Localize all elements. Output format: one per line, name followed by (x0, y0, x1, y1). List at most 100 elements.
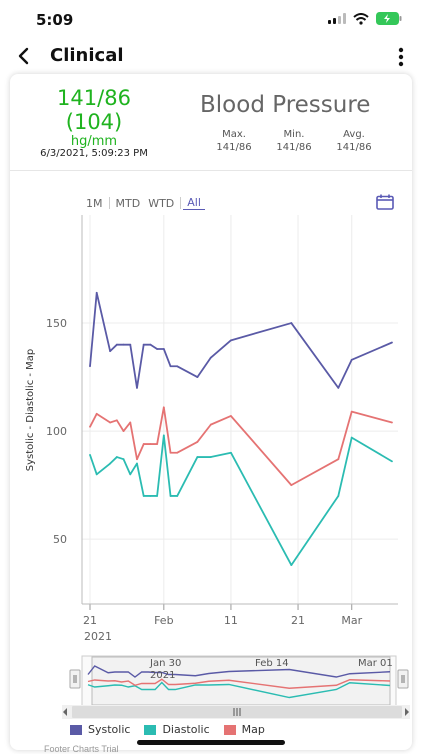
data-point-map (176, 451, 179, 454)
data-point-systolic (109, 350, 112, 353)
data-point-systolic (169, 365, 172, 368)
data-point-systolic (176, 365, 179, 368)
data-point-map (115, 419, 118, 422)
legend-item-systolic[interactable]: Systolic (70, 723, 130, 736)
navigator-date-label: Jan 30 (149, 658, 181, 669)
data-point-systolic (391, 341, 393, 344)
status-bar: 5:09 (0, 0, 422, 40)
navigator-line-diastolic (87, 681, 391, 699)
range-tab-wtd[interactable]: WTD (148, 196, 175, 210)
data-point-map (109, 421, 112, 424)
data-point-systolic (95, 291, 98, 294)
legend-label: Diastolic (162, 723, 210, 736)
stat-max: Max. 141/86 (204, 128, 264, 154)
data-point-map (136, 458, 138, 461)
data-point-diastolic (129, 473, 132, 476)
stat-label: Avg. (343, 129, 365, 140)
data-point-diastolic (156, 495, 159, 497)
home-indicator (137, 740, 285, 745)
data-point-diastolic (149, 495, 152, 497)
data-point-systolic (122, 343, 125, 346)
range-tab-1m[interactable]: 1M (86, 196, 103, 210)
navigator-line-systolic (87, 665, 391, 678)
data-point-systolic (196, 376, 199, 378)
range-separator (108, 197, 110, 209)
data-point-diastolic (196, 456, 199, 458)
data-point-systolic (115, 343, 118, 346)
more-vertical-icon[interactable] (396, 44, 406, 70)
data-point-map (95, 412, 98, 415)
navigator-line-map (87, 678, 391, 689)
back-arrow-icon[interactable] (12, 42, 36, 70)
data-point-systolic (230, 339, 232, 342)
range-tab-mtd[interactable]: MTD (115, 196, 141, 210)
data-point-systolic (142, 343, 145, 346)
data-point-systolic (337, 386, 340, 389)
blood-pressure-card: 141/86 (104) hg/mm 6/3/2021, 5:09:23 PM … (10, 74, 412, 750)
y-axis-title: Systolic - Diastolic - Map (25, 349, 36, 472)
data-point-systolic (89, 365, 91, 368)
battery-charging-icon (376, 12, 402, 25)
legend-item-diastolic[interactable]: Diastolic (144, 723, 210, 736)
data-point-diastolic (136, 462, 138, 465)
range-separator (180, 197, 182, 209)
scroll-right-arrow-icon[interactable] (405, 708, 409, 716)
data-point-diastolic (162, 434, 165, 437)
scroll-left-arrow-icon[interactable] (63, 708, 67, 716)
legend-item-map[interactable]: Map (223, 723, 265, 736)
legend-swatch (223, 724, 236, 735)
reading-unit: hg/mm (70, 134, 118, 149)
navigator-left-handle[interactable] (69, 669, 81, 689)
data-point-diastolic (350, 436, 353, 439)
data-point-systolic (350, 358, 353, 361)
legend-swatch (70, 724, 82, 735)
data-point-diastolic (115, 456, 118, 458)
x-year-label: 2021 (84, 630, 112, 643)
data-point-diastolic (290, 564, 293, 566)
wifi-icon (353, 12, 369, 25)
data-point-diastolic (95, 473, 98, 476)
navigation-bar: Clinical (0, 40, 422, 74)
data-point-diastolic (109, 462, 112, 465)
reading-value: 141/86 (57, 86, 131, 110)
status-time: 5:09 (36, 11, 74, 29)
stat-min: Min. 141/86 (264, 128, 324, 154)
y-tick-label: 150 (46, 317, 67, 330)
x-tick-label: Mar (341, 614, 362, 627)
data-point-map (209, 423, 212, 426)
data-point-map (230, 415, 232, 417)
data-point-systolic (162, 348, 165, 350)
data-point-map (89, 425, 91, 428)
stat-avg: Avg. 141/86 (324, 128, 384, 154)
data-point-systolic (136, 386, 138, 389)
y-tick-label: 50 (53, 533, 67, 546)
data-point-map (391, 421, 393, 424)
stat-label: Max. (222, 129, 246, 140)
data-point-map (156, 443, 159, 445)
stats-row: Max. 141/86 Min. 141/86 Avg. 141/86 (204, 128, 384, 154)
data-point-systolic (156, 348, 159, 350)
series-line-systolic (89, 291, 393, 389)
footer-text: Footer Charts Trial (44, 744, 119, 754)
data-point-map (337, 458, 340, 461)
data-point-diastolic (176, 495, 179, 497)
data-point-map (290, 484, 293, 487)
data-point-diastolic (142, 495, 145, 497)
data-point-diastolic (230, 451, 232, 454)
navigator-year-label: 2021 (150, 670, 175, 681)
data-point-systolic (149, 343, 152, 346)
y-tick-label: 100 (46, 425, 67, 438)
status-icons (328, 12, 402, 25)
reading-timestamp: 6/3/2021, 5:09:23 PM (40, 148, 148, 159)
navigator-frame (81, 655, 397, 707)
range-tab-all[interactable]: All (183, 196, 205, 210)
page-title: Clinical (50, 45, 124, 66)
navigator-window (91, 656, 391, 706)
data-point-map (169, 451, 172, 454)
navigator-right-handle[interactable] (397, 669, 409, 689)
calendar-icon[interactable] (376, 194, 394, 210)
data-point-map (129, 421, 132, 424)
divider (10, 170, 412, 171)
data-point-systolic (209, 356, 212, 359)
range-selector: 1M MTD WTD All (82, 196, 205, 210)
